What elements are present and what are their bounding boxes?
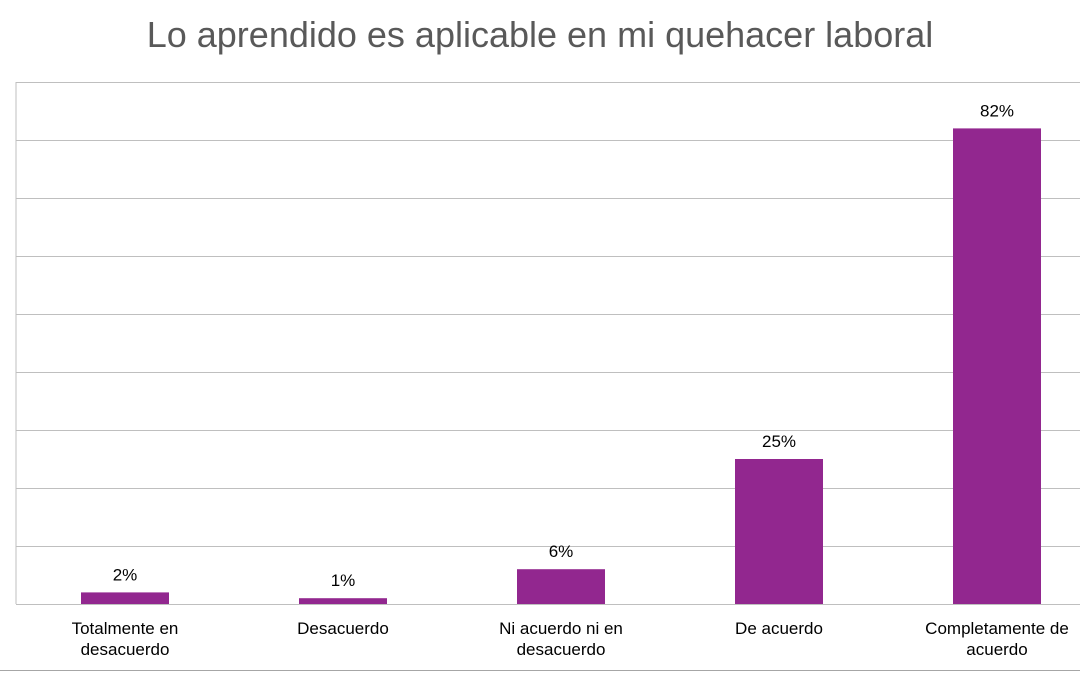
bar bbox=[953, 128, 1041, 604]
x-tick-label-line: Completamente de bbox=[925, 619, 1069, 638]
bar bbox=[517, 569, 605, 604]
data-labels: 2% 1% 6% 25% 82% bbox=[113, 101, 1014, 590]
x-tick-labels: Totalmente en desacuerdo Desacuerdo Ni acue… bbox=[72, 619, 1069, 659]
data-label: 6% bbox=[549, 542, 574, 561]
x-tick-label: Ni acuerdo ni en desacuerdo bbox=[499, 619, 623, 659]
data-label: 82% bbox=[980, 101, 1014, 120]
x-tick-label-line: Desacuerdo bbox=[297, 619, 389, 638]
x-tick-label: De acuerdo bbox=[735, 619, 823, 638]
data-label: 1% bbox=[331, 571, 356, 590]
x-tick-label-line: Ni acuerdo ni en bbox=[499, 619, 623, 638]
data-label: 2% bbox=[113, 565, 138, 584]
x-tick-label: Totalmente en desacuerdo bbox=[72, 619, 179, 659]
grid-lines bbox=[16, 82, 1080, 605]
data-label: 25% bbox=[762, 432, 796, 451]
x-tick-label-line: desacuerdo bbox=[81, 640, 170, 659]
bar bbox=[735, 459, 823, 604]
x-tick-label-line: De acuerdo bbox=[735, 619, 823, 638]
bars bbox=[81, 128, 1041, 604]
x-tick-label-line: desacuerdo bbox=[517, 640, 606, 659]
chart-title: Lo aprendido es aplicable en mi quehacer… bbox=[146, 14, 934, 55]
x-tick-label: Desacuerdo bbox=[297, 619, 389, 638]
x-tick-label: Completamente de acuerdo bbox=[925, 619, 1069, 659]
x-tick-label-line: Totalmente en bbox=[72, 619, 179, 638]
plot-frame bbox=[0, 82, 1080, 671]
x-tick-label-line: acuerdo bbox=[966, 640, 1027, 659]
bar bbox=[81, 592, 169, 604]
bar bbox=[299, 598, 387, 604]
